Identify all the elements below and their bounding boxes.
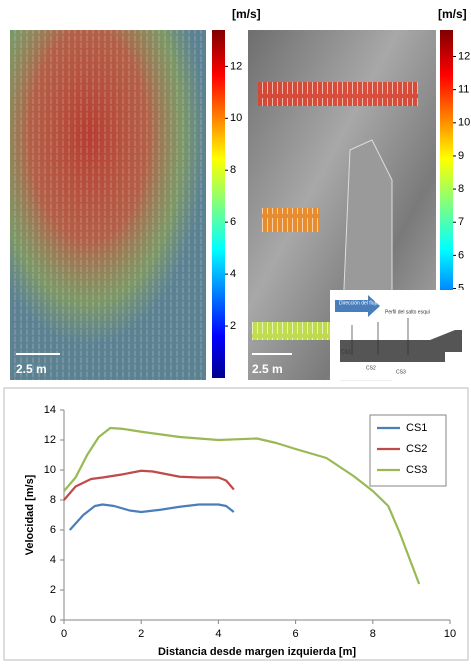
y-tick-label: 2 bbox=[50, 584, 56, 596]
colorbar-tick-label: 12 bbox=[458, 50, 470, 62]
colorbar-tick-label: 2 bbox=[230, 320, 236, 332]
page: {"panels": [ {"unit": "[m/s]", "scale_ba… bbox=[0, 0, 471, 662]
colorbar-unit: [m/s] bbox=[438, 7, 467, 21]
legend-label: CS2 bbox=[406, 443, 427, 455]
y-tick-label: 10 bbox=[44, 464, 56, 476]
y-tick-label: 6 bbox=[50, 524, 56, 536]
x-axis-label: Distancia desde margen izquierda [m] bbox=[158, 646, 356, 658]
inset-label: Dirección del flujo bbox=[339, 300, 379, 306]
figure: 2.5 m [m/s] 24681012 2.5 m [m/s] 3456789… bbox=[0, 0, 471, 662]
colorbar-tick-label: 4 bbox=[230, 268, 236, 280]
y-tick-label: 8 bbox=[50, 494, 56, 506]
colorbar-tick-label: 7 bbox=[458, 216, 464, 228]
colorbar-tick-label: 10 bbox=[458, 117, 470, 129]
y-tick-label: 14 bbox=[44, 404, 56, 416]
inset-section: CS1 bbox=[341, 349, 351, 355]
legend-label: CS3 bbox=[406, 464, 427, 476]
inset-label: Perfil del salto esquí bbox=[385, 309, 431, 315]
y-tick-label: 0 bbox=[50, 614, 56, 626]
colorbar-tick-label: 10 bbox=[230, 112, 242, 124]
colorbar-tick-label: 6 bbox=[458, 249, 464, 261]
x-tick-label: 6 bbox=[293, 628, 299, 640]
inset-section: CS2 bbox=[366, 365, 376, 371]
colorbar-tick-label: 9 bbox=[458, 150, 464, 162]
x-tick-label: 0 bbox=[61, 628, 67, 640]
colorbar-tick-label: 12 bbox=[230, 60, 242, 72]
x-tick-label: 2 bbox=[138, 628, 144, 640]
inset-section: CS3 bbox=[396, 369, 406, 375]
colorbar-tick-label: 11 bbox=[458, 84, 469, 96]
y-tick-label: 12 bbox=[44, 434, 56, 446]
scale-bar-label: 2.5 m bbox=[252, 362, 283, 376]
colorbar-ticks: 2 4 6 8 10 12 bbox=[225, 60, 242, 332]
y-axis-label: Velocidad [m/s] bbox=[24, 474, 36, 555]
inset-diagram: Dirección del flujo Perfil del salto esq… bbox=[330, 290, 470, 380]
colorbar-unit: [m/s] bbox=[232, 7, 261, 21]
legend-label: CS1 bbox=[406, 422, 427, 434]
left-image: 2.5 m bbox=[10, 30, 206, 380]
x-tick-label: 10 bbox=[444, 628, 456, 640]
x-tick-label: 4 bbox=[215, 628, 221, 640]
x-tick-label: 8 bbox=[370, 628, 376, 640]
colorbar-tick-label: 8 bbox=[230, 164, 236, 176]
y-tick-label: 4 bbox=[50, 554, 56, 566]
colorbar-tick-label: 6 bbox=[230, 216, 236, 228]
colorbar-tick-label: 8 bbox=[458, 183, 464, 195]
scale-bar-label: 2.5 m bbox=[16, 362, 47, 376]
colorbar bbox=[212, 30, 225, 378]
